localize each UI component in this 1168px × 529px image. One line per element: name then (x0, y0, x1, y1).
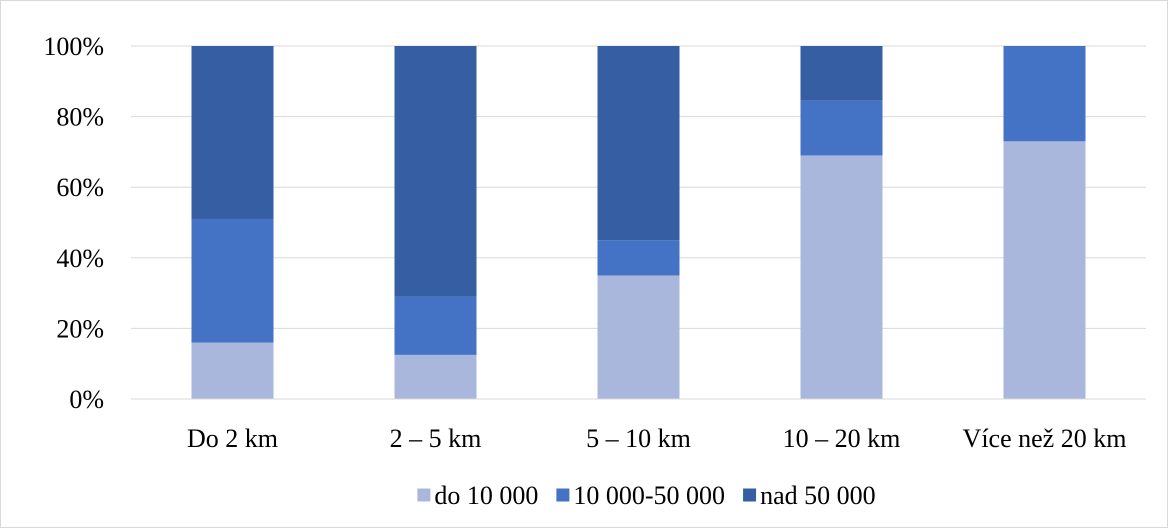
legend: do 10 000 10 000-50 000 nad 50 000 (417, 481, 876, 510)
bar-segment (1003, 46, 1086, 142)
bar-segment (597, 240, 680, 276)
x-tick-label: 5 – 10 km (586, 424, 691, 453)
y-tick-label: 20% (56, 314, 104, 343)
legend-swatch (556, 488, 570, 502)
bar-segment (191, 218, 274, 343)
legend-label: nad 50 000 (760, 481, 876, 510)
legend-label: do 10 000 (434, 481, 538, 510)
bar-segment (800, 100, 883, 156)
y-axis-ticks: 0% 20% 40% 60% 80% 100% (43, 32, 104, 414)
x-tick-label: Více než 20 km (963, 424, 1127, 453)
y-tick-label: 100% (43, 32, 104, 61)
bar-segment (597, 46, 680, 241)
x-tick-label: Do 2 km (187, 424, 278, 453)
legend-swatch (743, 488, 757, 502)
y-tick-label: 40% (56, 244, 104, 273)
bar-segment (394, 46, 477, 297)
legend-swatch (417, 488, 431, 502)
x-tick-label: 2 – 5 km (390, 424, 482, 453)
bar-segment (394, 296, 477, 355)
y-tick-label: 0% (69, 385, 104, 414)
legend-label: 10 000-50 000 (573, 481, 725, 510)
bar-segment (191, 46, 274, 219)
bars (191, 46, 1086, 399)
bar-segment (800, 155, 883, 399)
bar-segment (394, 354, 477, 399)
x-axis-ticks: Do 2 km 2 – 5 km 5 – 10 km 10 – 20 km Více n… (187, 424, 1126, 453)
bar-segment (597, 275, 680, 399)
bar-segment (191, 342, 274, 399)
y-tick-label: 60% (56, 173, 104, 202)
bar-segment (800, 46, 883, 101)
x-tick-label: 10 – 20 km (783, 424, 901, 453)
y-tick-label: 80% (56, 103, 104, 132)
bar-segment (1003, 141, 1086, 399)
